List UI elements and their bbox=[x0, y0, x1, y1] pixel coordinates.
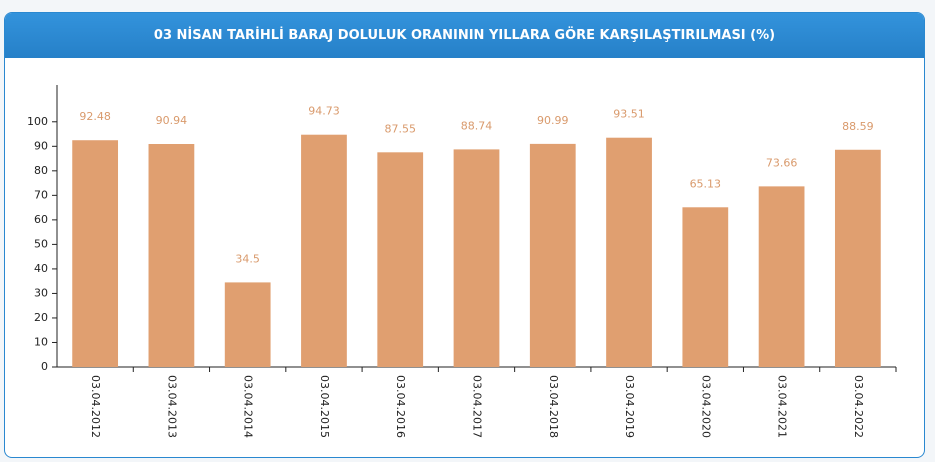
y-tick-label: 70 bbox=[34, 188, 48, 201]
y-tick-label: 80 bbox=[34, 164, 48, 177]
value-label: 88.74 bbox=[461, 119, 493, 132]
bar bbox=[453, 149, 500, 367]
value-label: 92.48 bbox=[79, 110, 111, 123]
bar bbox=[224, 282, 271, 367]
y-tick-label: 60 bbox=[34, 213, 48, 226]
bar bbox=[301, 134, 347, 367]
x-tick-label: 03.04.2015 bbox=[318, 375, 331, 438]
bar bbox=[758, 186, 805, 367]
y-tick-label: 40 bbox=[34, 262, 48, 275]
value-label: 90.94 bbox=[156, 114, 188, 127]
value-label: 90.99 bbox=[537, 114, 569, 127]
y-tick-label: 20 bbox=[34, 311, 48, 324]
bar bbox=[606, 137, 652, 367]
x-tick-label: 03.04.2019 bbox=[623, 375, 636, 438]
y-tick-label: 100 bbox=[27, 115, 48, 128]
value-label: 93.51 bbox=[613, 108, 645, 121]
bar bbox=[682, 207, 729, 367]
x-tick-label: 03.04.2014 bbox=[242, 375, 255, 438]
x-tick-label: 03.04.2017 bbox=[471, 375, 484, 438]
y-tick-label: 10 bbox=[34, 335, 48, 348]
y-tick-label: 30 bbox=[34, 286, 48, 299]
bar bbox=[148, 143, 195, 367]
value-label: 65.13 bbox=[690, 177, 722, 190]
value-label: 73.66 bbox=[766, 156, 798, 169]
x-tick-label: 03.04.2020 bbox=[699, 375, 712, 438]
chart-title: 03 NİSAN TARİHLİ BARAJ DOLULUK ORANININ … bbox=[5, 13, 924, 58]
x-tick-label: 03.04.2012 bbox=[89, 375, 102, 438]
x-tick-label: 03.04.2018 bbox=[547, 375, 560, 438]
bar bbox=[72, 140, 119, 367]
x-tick-label: 03.04.2013 bbox=[165, 375, 178, 438]
bar bbox=[377, 152, 424, 367]
value-label: 94.73 bbox=[308, 105, 340, 118]
bar bbox=[529, 143, 576, 367]
y-tick-label: 50 bbox=[34, 237, 48, 250]
y-tick-label: 90 bbox=[34, 139, 48, 152]
value-label: 87.55 bbox=[384, 122, 416, 135]
x-tick-label: 03.04.2016 bbox=[394, 375, 407, 438]
x-tick-label: 03.04.2021 bbox=[776, 375, 789, 438]
y-tick-label: 0 bbox=[41, 360, 48, 373]
x-tick-label: 03.04.2022 bbox=[852, 375, 865, 438]
value-label: 88.59 bbox=[842, 120, 874, 133]
bar bbox=[834, 149, 881, 367]
value-label: 34.5 bbox=[235, 252, 260, 265]
